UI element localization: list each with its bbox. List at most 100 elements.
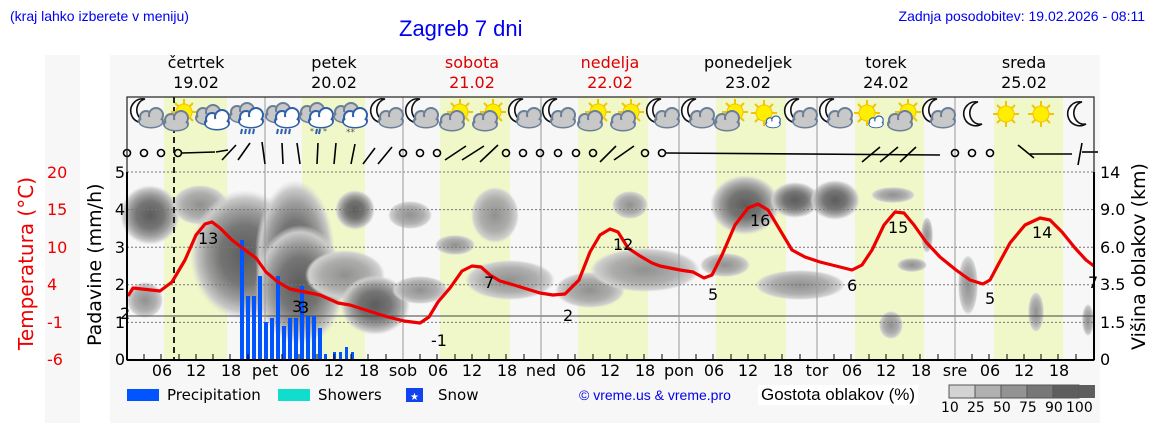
precipitation-swatch bbox=[127, 389, 159, 401]
moon-icon bbox=[962, 100, 983, 127]
cloud-height-tick: 6.0 bbox=[1100, 238, 1126, 257]
svg-text:2: 2 bbox=[563, 306, 573, 325]
moon-cloud-icon bbox=[371, 99, 403, 128]
wind-barbs bbox=[122, 141, 1098, 166]
temperature-labels: 2 13 3 3 -1 7 2 12 5 16 6 15 5 14 7 bbox=[120, 211, 1098, 350]
x-tick-label: 12 bbox=[737, 361, 759, 380]
precipitation-axis-title: Padavine (mm/h) bbox=[84, 183, 106, 346]
day-header-wed: sreda 25.02 bbox=[1001, 53, 1047, 92]
x-tick-label: pet bbox=[251, 361, 279, 380]
page-title: Zagreb 7 dni bbox=[399, 16, 523, 41]
moon-cloud-icon bbox=[647, 99, 679, 128]
x-tick-label: 12 bbox=[1013, 361, 1035, 380]
day-header-sat: sobota 21.02 bbox=[444, 53, 500, 92]
x-tick-label: 12 bbox=[875, 361, 897, 380]
svg-text:12: 12 bbox=[613, 235, 633, 254]
svg-text:5: 5 bbox=[985, 289, 995, 308]
svg-text:14: 14 bbox=[1032, 223, 1052, 242]
precip-tick: 3 bbox=[114, 238, 125, 257]
moon-cloud-icon bbox=[820, 99, 852, 128]
x-tick-label: 18 bbox=[772, 361, 794, 380]
cloud-scale-label: 75 bbox=[1019, 400, 1037, 416]
cloud-density-label: Gostota oblakov (%) bbox=[758, 385, 919, 405]
day-header-thu: četrtek 19.02 bbox=[167, 53, 225, 92]
cloud-scale-label: 10 bbox=[941, 400, 959, 416]
temp-axis-panel bbox=[45, 55, 80, 423]
temperature-line bbox=[126, 202, 1095, 325]
cloud-height-tick: 9.0 bbox=[1100, 200, 1126, 219]
x-tick-label: sre bbox=[942, 361, 968, 380]
temp-tick: -6 bbox=[47, 350, 63, 369]
moon-cloud-icon bbox=[131, 99, 163, 128]
svg-text:-1: -1 bbox=[431, 331, 447, 350]
x-tick-label: 06 bbox=[565, 361, 587, 380]
precip-tick: 2 bbox=[114, 275, 125, 294]
svg-text:6: 6 bbox=[847, 276, 857, 295]
cloud-height-tick: 1.5 bbox=[1100, 313, 1126, 332]
moon-icon bbox=[1066, 100, 1087, 127]
svg-text:7: 7 bbox=[484, 273, 494, 292]
svg-text:2: 2 bbox=[120, 304, 130, 323]
x-tick-label: sob bbox=[388, 361, 418, 380]
moon-cloud-icon bbox=[785, 99, 817, 128]
svg-text:15: 15 bbox=[888, 218, 908, 237]
cloud-scale-label: 100 bbox=[1066, 400, 1093, 416]
moon-cloud-icon bbox=[509, 99, 541, 128]
temp-tick: 4 bbox=[47, 275, 58, 294]
rain-icon bbox=[266, 103, 299, 134]
precipitation-bars bbox=[240, 240, 354, 360]
showers-swatch bbox=[278, 389, 310, 401]
last-updated: Zadnja posodobitev: 19.02.2026 - 08:11 bbox=[898, 8, 1145, 24]
x-tick-label: 06 bbox=[703, 361, 725, 380]
precip-tick: 4 bbox=[114, 200, 125, 219]
svg-text:13: 13 bbox=[198, 229, 218, 248]
x-tick-label: 12 bbox=[599, 361, 621, 380]
moon-cloud-icon bbox=[923, 99, 955, 128]
x-tick-label: 18 bbox=[1048, 361, 1070, 380]
precip-tick: 1 bbox=[114, 313, 125, 332]
snow-star-icon: ★ bbox=[410, 392, 419, 403]
cloud-scale-label: 25 bbox=[967, 400, 985, 416]
x-tick-label: 12 bbox=[323, 361, 345, 380]
x-tick-label: tor bbox=[805, 361, 829, 380]
temperature-axis-title: Temperatura (°C) bbox=[14, 176, 38, 350]
x-tick-label: 06 bbox=[289, 361, 311, 380]
location-hint: (kraj lahko izberete v meniju) bbox=[10, 8, 189, 24]
day-header-mon: ponedeljek 23.02 bbox=[704, 53, 792, 92]
cloud-height-tick: 0 bbox=[1100, 350, 1111, 369]
rain-icon bbox=[230, 103, 263, 134]
cloud-height-tick: 14 bbox=[1100, 163, 1121, 182]
x-tick-label: 18 bbox=[634, 361, 656, 380]
x-tick-label: 06 bbox=[841, 361, 863, 380]
cloud-density-scale bbox=[948, 384, 1095, 399]
cloud-height-tick: 3.5 bbox=[1100, 275, 1126, 294]
legend-snow: Snow bbox=[438, 386, 479, 404]
svg-text:5: 5 bbox=[708, 285, 718, 304]
svg-text:3: 3 bbox=[299, 298, 309, 317]
svg-text:16: 16 bbox=[750, 211, 770, 230]
legend-showers: Showers bbox=[318, 386, 382, 404]
copyright-link[interactable]: © vreme.us & vreme.pro bbox=[579, 387, 731, 403]
grid-vertical bbox=[264, 97, 956, 360]
precip-tick: 0 bbox=[114, 350, 125, 369]
x-ticks bbox=[143, 354, 1077, 360]
x-tick-label: 12 bbox=[461, 361, 483, 380]
x-tick-label: 06 bbox=[151, 361, 173, 380]
x-tick-label: pon bbox=[663, 361, 695, 380]
x-tick-label: 06 bbox=[979, 361, 1001, 380]
cloud-scale-label: 90 bbox=[1045, 400, 1063, 416]
moon-cloud-icon bbox=[543, 99, 575, 128]
x-tick-label: 06 bbox=[427, 361, 449, 380]
moon-cloud-icon bbox=[682, 99, 714, 128]
x-tick-label: 12 bbox=[185, 361, 207, 380]
svg-text:3: 3 bbox=[292, 297, 302, 316]
x-tick-label: ned bbox=[525, 361, 557, 380]
cloud-height-axis-title: Višina oblakov (km) bbox=[1128, 163, 1150, 350]
temp-tick: 10 bbox=[47, 238, 68, 257]
day-header-fri: petek 20.02 bbox=[311, 53, 357, 92]
temp-tick: 15 bbox=[47, 200, 68, 219]
temp-tick: 20 bbox=[47, 163, 68, 182]
x-tick-label: 18 bbox=[496, 361, 518, 380]
x-tick-label: 18 bbox=[358, 361, 380, 380]
